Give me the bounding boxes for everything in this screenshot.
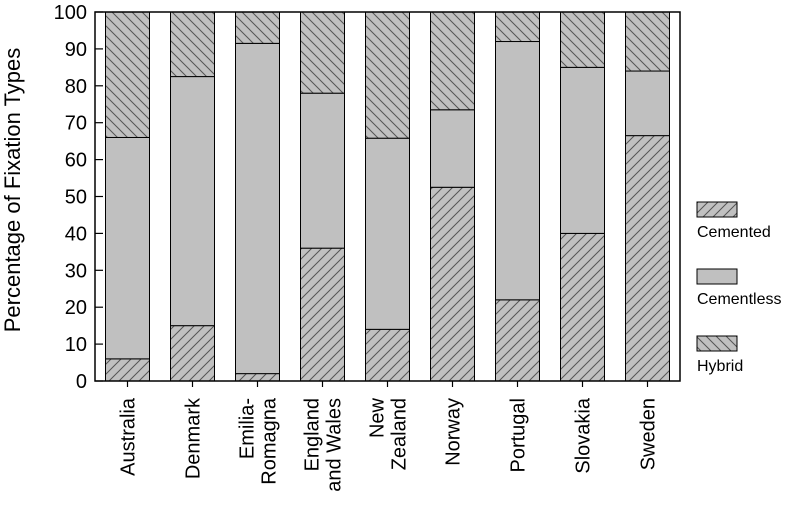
x-tick-label: Zealand	[389, 398, 411, 470]
legend-label-hybrid: Hybrid	[697, 358, 743, 375]
y-tick-label: 30	[65, 260, 87, 282]
bar-denmark-cemented	[170, 325, 215, 382]
bar-slovakia-cementless	[560, 66, 605, 234]
x-tick-label: Australia	[118, 397, 140, 476]
legend-swatch-cemented	[696, 201, 738, 218]
bar-sweden-hybrid	[625, 11, 670, 72]
y-tick-label: 0	[76, 371, 87, 393]
bar-new-zealand-cemented	[365, 328, 410, 382]
bar-australia-hybrid	[105, 11, 150, 138]
bar-australia-cementless	[105, 136, 150, 360]
y-tick-label: 40	[65, 223, 87, 245]
bar-emilia-romagna-hybrid	[235, 11, 280, 44]
bar-norway-cemented	[430, 186, 475, 382]
bar-portugal-cementless	[495, 41, 540, 301]
x-tick-label: Portugal	[508, 398, 530, 473]
x-tick-label: Emilia-	[237, 398, 259, 459]
y-tick-label: 50	[65, 187, 87, 209]
y-tick-label: 20	[65, 297, 87, 319]
plot-frame	[94, 11, 681, 382]
bar-portugal-hybrid	[495, 11, 540, 43]
y-tick-label: 60	[65, 150, 87, 172]
x-tick-label: Norway	[443, 398, 465, 466]
legend-label-cemented: Cemented	[697, 224, 771, 241]
x-tick-label: Slovakia	[573, 397, 595, 473]
y-tick-label: 80	[65, 76, 87, 98]
bar-england-and-wales-cemented	[300, 247, 345, 382]
bar-emilia-romagna-cementless	[235, 42, 280, 375]
bar-england-and-wales-hybrid	[300, 11, 345, 94]
x-tick-label: and Wales	[324, 398, 346, 492]
bar-norway-cementless	[430, 109, 475, 188]
bar-slovakia-hybrid	[560, 11, 605, 68]
legend-swatch-cementless	[696, 268, 738, 285]
bar-portugal-cemented	[495, 299, 540, 382]
bar-denmark-cementless	[170, 76, 215, 327]
y-tick-label: 100	[54, 2, 87, 24]
x-tick-label: New	[367, 397, 389, 438]
bar-emilia-romagna-cemented	[235, 373, 280, 382]
y-axis-label: Percentage of Fixation Types	[0, 48, 25, 333]
y-tick-label: 10	[65, 334, 87, 356]
y-tick-label: 70	[65, 113, 87, 135]
bar-sweden-cemented	[625, 135, 670, 382]
x-tick-label: Denmark	[183, 397, 205, 479]
bar-sweden-cementless	[625, 70, 670, 137]
bar-denmark-hybrid	[170, 11, 215, 78]
x-tick-label: Sweden	[638, 398, 660, 470]
legend-swatch-hybrid	[696, 335, 738, 352]
bar-new-zealand-cementless	[365, 137, 410, 330]
legend-label-cementless: Cementless	[697, 291, 781, 308]
bar-australia-cemented	[105, 358, 150, 382]
x-tick-label: Romagna	[259, 397, 281, 485]
x-tick-label: England	[302, 398, 324, 471]
bar-new-zealand-hybrid	[365, 11, 410, 139]
bar-norway-hybrid	[430, 11, 475, 111]
bar-england-and-wales-cementless	[300, 92, 345, 249]
bar-slovakia-cemented	[560, 232, 605, 382]
y-tick-label: 90	[65, 39, 87, 61]
